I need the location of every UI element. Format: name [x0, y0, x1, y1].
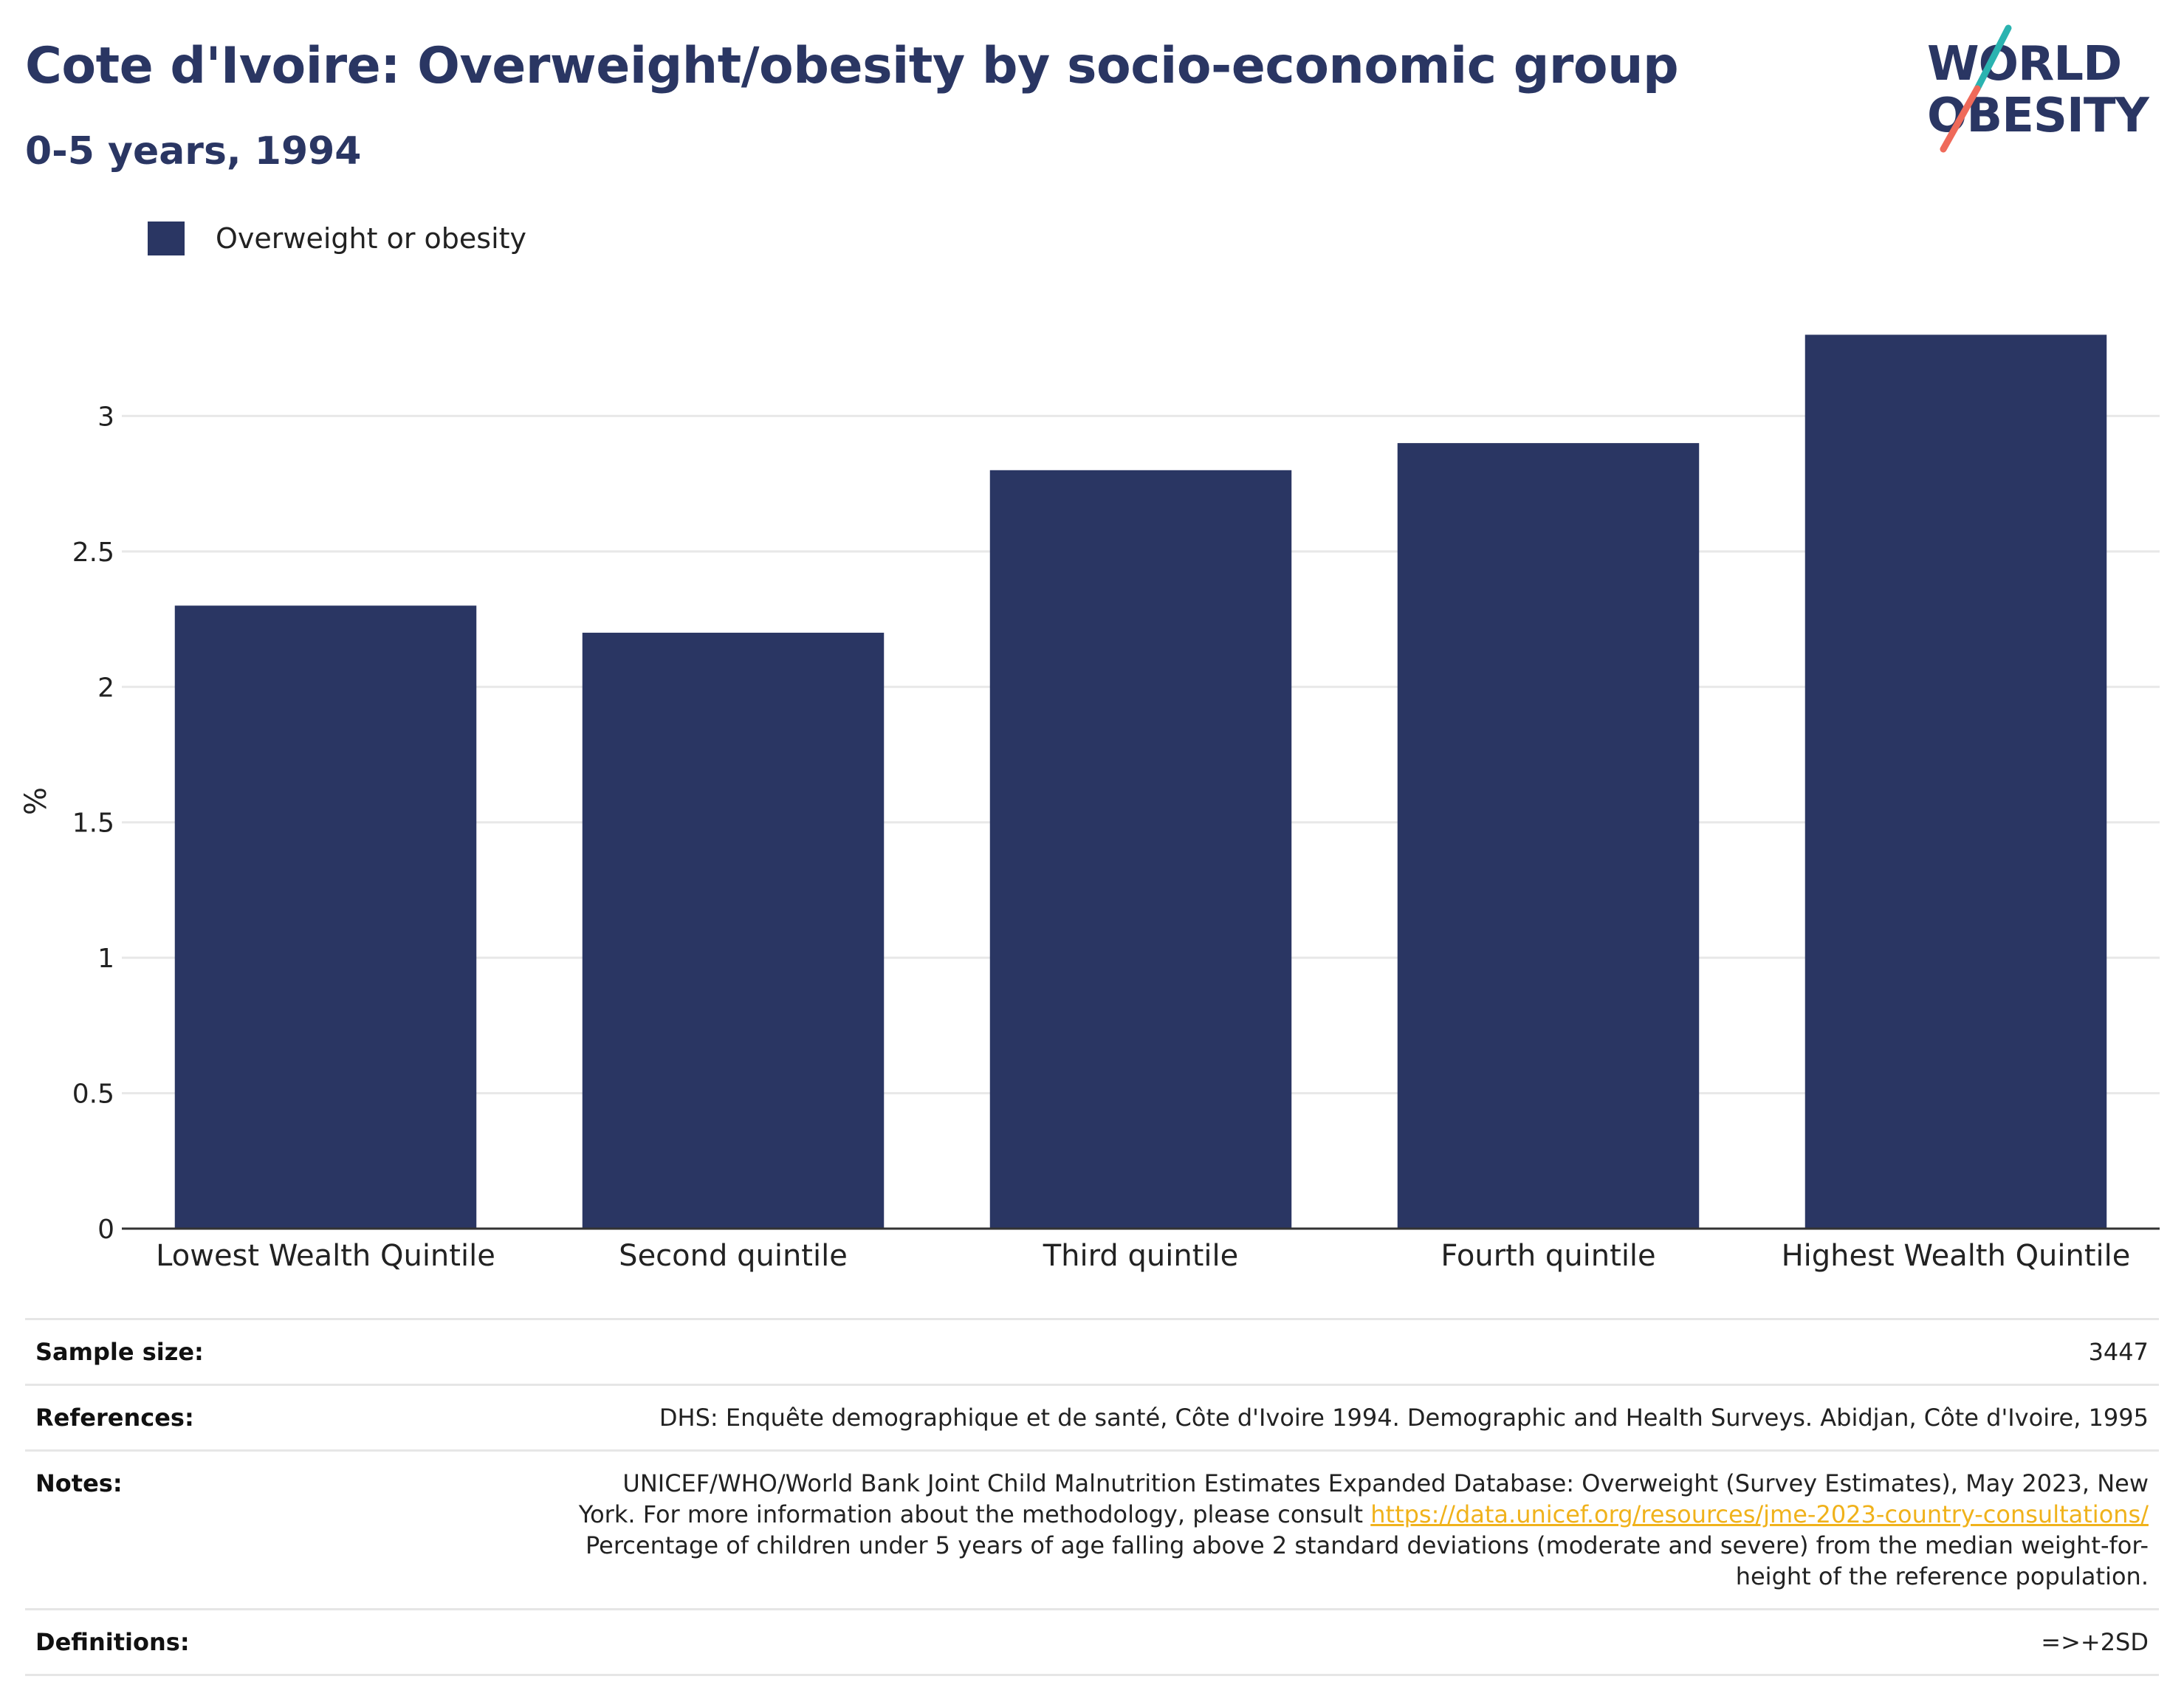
x-tick-label: Second quintile — [619, 1239, 848, 1273]
info-table: Sample size: 3447 References: DHS: Enquê… — [25, 1318, 2159, 1676]
y-tick-label: 0.5 — [72, 1079, 114, 1110]
references-value: DHS: Enquête demographique et de santé, … — [563, 1384, 2159, 1452]
x-tick-label: Third quintile — [1043, 1239, 1238, 1273]
bar — [582, 632, 885, 1229]
bar-chart: 0 0.5 1 1.5 2 2.5 3 Lowest Wealth Quintile Secon… — [19, 334, 2160, 1273]
logo-slash-bottom — [1940, 85, 1981, 153]
definitions-label: Definitions: — [25, 1608, 563, 1676]
y-tick-label: 1.5 — [72, 808, 114, 839]
notes-methodology-link[interactable]: https://data.unicef.org/resources/jme-20… — [1370, 1500, 2149, 1528]
sample-size-row: Sample size: 3447 — [25, 1318, 2159, 1386]
bar — [989, 470, 1292, 1229]
definitions-row: Definitions: =>+2SD — [25, 1608, 2159, 1676]
y-tick-label: 1 — [97, 944, 114, 974]
page-title: Cote d'Ivoire: Overweight/obesity by soc… — [25, 37, 1679, 95]
y-tick-label: 2 — [97, 673, 114, 703]
sample-size-label: Sample size: — [25, 1318, 563, 1386]
references-row: References: DHS: Enquête demographique e… — [25, 1384, 2159, 1452]
x-tick-label: Highest Wealth Quintile — [1782, 1239, 2131, 1273]
notes-label: Notes: — [25, 1449, 563, 1610]
y-axis-label: % — [19, 787, 53, 815]
bar — [174, 605, 477, 1229]
notes-row: Notes: UNICEF/WHO/World Bank Joint Child… — [25, 1449, 2159, 1610]
legend-label: Overweight or obesity — [216, 222, 527, 255]
notes-line1: UNICEF/WHO/World Bank Joint Child Malnut… — [622, 1469, 2149, 1497]
x-tick-label: Lowest Wealth Quintile — [156, 1239, 495, 1273]
bar — [1804, 334, 2107, 1229]
notes-line3: Percentage of children under 5 years of … — [586, 1531, 2149, 1559]
notes-line4: height of the reference population. — [1735, 1562, 2149, 1590]
page-subtitle: 0-5 years, 1994 — [25, 129, 362, 174]
y-tick-label: 2.5 — [72, 538, 114, 568]
y-tick-label: 3 — [97, 402, 114, 432]
notes-line2-prefix: York. For more information about the met… — [578, 1500, 1364, 1528]
x-tick-label: Fourth quintile — [1440, 1239, 1655, 1273]
world-obesity-logo: WORLD OBESITY — [1927, 24, 2150, 153]
bar — [1397, 443, 1700, 1229]
references-label: References: — [25, 1384, 563, 1452]
definitions-value: =>+2SD — [563, 1608, 2159, 1676]
y-tick-label: 0 — [97, 1215, 114, 1245]
chart-legend: Overweight or obesity — [148, 222, 526, 255]
sample-size-value: 3447 — [563, 1318, 2159, 1386]
notes-value: UNICEF/WHO/World Bank Joint Child Malnut… — [563, 1449, 2159, 1610]
legend-swatch — [148, 222, 185, 255]
logo-slash-top — [1974, 24, 2012, 92]
logo-line1: WORLD — [1927, 37, 2121, 92]
